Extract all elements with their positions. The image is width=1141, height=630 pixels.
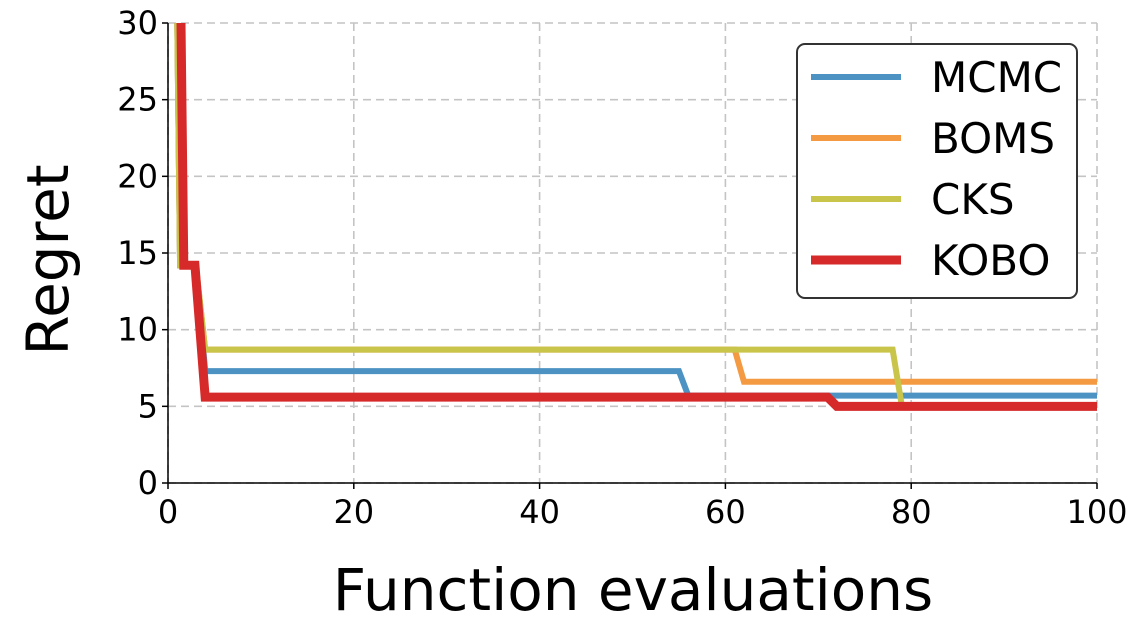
legend-label-cks: CKS bbox=[931, 175, 1015, 224]
legend-label-mcmc: MCMC bbox=[931, 53, 1062, 102]
legend-label-boms: BOMS bbox=[931, 114, 1055, 163]
legend-label-kobo: KOBO bbox=[931, 236, 1050, 285]
x-axis-label: Function evaluations bbox=[333, 556, 933, 624]
y-tick-label: 5 bbox=[138, 387, 158, 425]
x-tick-label: 20 bbox=[333, 493, 374, 531]
legend: MCMC BOMS CKS KOBO bbox=[796, 43, 1078, 299]
y-tick-label: 20 bbox=[117, 157, 158, 195]
tick-layer: 0 20 40 60 80 100 0 5 10 15 20 25 30 bbox=[117, 4, 1127, 531]
y-axis-label: Regret bbox=[14, 164, 82, 355]
x-tick-label: 60 bbox=[705, 493, 746, 531]
y-tick-label: 10 bbox=[117, 311, 158, 349]
x-tick-label: 80 bbox=[891, 493, 932, 531]
y-tick-label: 0 bbox=[138, 464, 158, 502]
x-tick-label: 100 bbox=[1066, 493, 1127, 531]
legend-box bbox=[796, 43, 1078, 299]
y-tick-label: 30 bbox=[117, 4, 158, 42]
x-tick-label: 0 bbox=[158, 493, 178, 531]
y-tick-label: 25 bbox=[117, 81, 158, 119]
legend-items: MCMC BOMS CKS KOBO bbox=[811, 53, 1062, 285]
x-tick-label: 40 bbox=[519, 493, 560, 531]
series-layer bbox=[174, 22, 1097, 411]
series-line-kobo bbox=[176, 22, 1097, 411]
y-tick-label: 15 bbox=[117, 234, 158, 272]
